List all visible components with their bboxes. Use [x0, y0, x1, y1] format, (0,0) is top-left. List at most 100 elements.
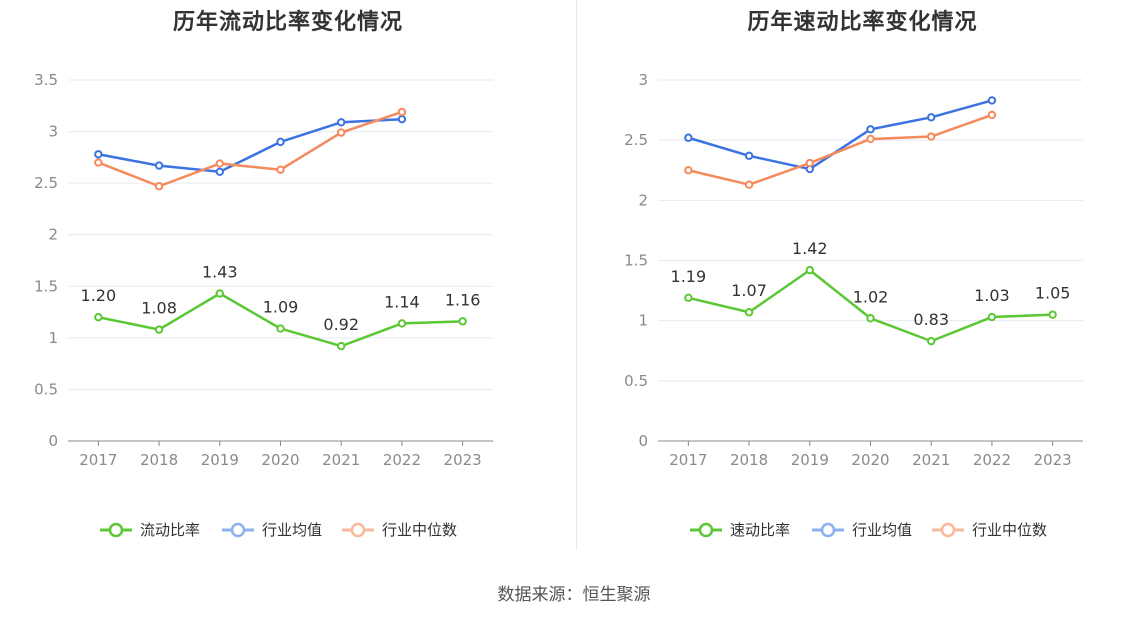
data-point: [94, 313, 103, 322]
data-label: 1.07: [731, 281, 767, 300]
data-label: 1.08: [141, 299, 177, 318]
y-tick-label: 1.5: [624, 252, 648, 270]
data-source: 数据来源：恒生聚源: [497, 585, 651, 605]
data-point: [987, 110, 997, 120]
legend-label: 行业均值: [262, 521, 322, 539]
x-tick-label: 2020: [261, 451, 299, 469]
y-tick-label: 2: [638, 191, 648, 209]
legend-label: 速动比率: [730, 521, 790, 539]
data-point: [458, 317, 467, 326]
data-label: 1.16: [445, 290, 481, 309]
data-point: [744, 180, 754, 189]
y-tick-label: 2.5: [624, 131, 648, 149]
data-point: [215, 289, 224, 298]
data-label: 1.09: [263, 298, 299, 317]
legend-marker: [108, 522, 124, 538]
data-point: [866, 134, 875, 144]
data-point: [744, 151, 754, 161]
data-label: 0.92: [323, 315, 359, 334]
legend-label: 行业中位数: [972, 521, 1047, 539]
data-point: [987, 96, 997, 105]
data-point: [215, 167, 224, 176]
data-point: [94, 158, 103, 167]
x-tick-label: 2023: [444, 451, 482, 469]
series-line: [688, 99, 993, 171]
legend-label: 流动比率: [140, 521, 200, 539]
y-tick-label: 2: [48, 226, 58, 244]
data-point: [397, 114, 407, 124]
y-tick-label: 1.5: [34, 277, 58, 295]
data-label: 1.19: [671, 267, 707, 286]
legend-marker: [698, 522, 714, 538]
x-tick-label: 2019: [201, 451, 239, 469]
data-point: [397, 107, 407, 117]
y-tick-label: 3: [48, 123, 58, 141]
data-point: [94, 150, 103, 159]
legend-marker: [230, 522, 246, 538]
data-point: [927, 113, 936, 122]
data-point: [927, 132, 936, 141]
chart-title: 历年速动比率变化情况: [747, 10, 978, 35]
y-tick-label: 0.5: [624, 372, 648, 390]
data-point: [397, 319, 407, 328]
current-ratio-chart: 0 0.5 1 1.5 2 2.5 3 3.5 2017 2018 2019 2020 2021 2022…: [34, 71, 493, 539]
y-tick-label: 3.5: [34, 71, 58, 89]
data-point: [337, 118, 346, 127]
data-label: 1.05: [1035, 284, 1071, 303]
x-tick-label: 2017: [79, 451, 117, 469]
x-tick-label: 2019: [791, 451, 829, 469]
series-line: [98, 117, 402, 174]
y-tick-label: 3: [638, 71, 648, 89]
legend-marker: [940, 522, 956, 538]
series-line: [688, 113, 993, 186]
x-tick-label: 2022: [383, 451, 421, 469]
x-tick-label: 2021: [322, 451, 360, 469]
x-tick-label: 2018: [730, 451, 768, 469]
chart-title: 历年流动比率变化情况: [172, 10, 403, 35]
data-point: [684, 133, 693, 142]
data-point: [805, 265, 814, 275]
data-label: 1.42: [792, 239, 828, 258]
data-point: [337, 128, 346, 137]
y-tick-label: 1: [638, 312, 648, 330]
series-line: [97, 110, 403, 188]
data-point: [276, 324, 285, 333]
y-tick-label: 1: [48, 329, 58, 347]
x-tick-label: 2017: [669, 451, 707, 469]
data-point: [805, 158, 814, 168]
data-point: [215, 159, 224, 168]
data-label: 1.43: [202, 263, 238, 282]
data-label: 1.03: [974, 286, 1010, 305]
data-point: [866, 125, 875, 134]
legend-label: 行业中位数: [382, 521, 457, 539]
data-point: [744, 308, 754, 317]
y-tick-label: 2.5: [34, 174, 58, 192]
y-tick-label: 0.5: [34, 380, 58, 398]
data-point: [684, 166, 693, 175]
y-tick-label: 0: [638, 432, 648, 450]
data-point: [337, 341, 346, 351]
quick-ratio-chart-panel: 历年速动比率变化情况 0 0.5 1 1.5 2 2.5 3 2017 2018 2019 2020…: [577, 0, 1148, 560]
data-label: 0.83: [913, 310, 949, 329]
x-tick-label: 2022: [973, 451, 1011, 469]
current-ratio-chart-panel: 历年流动比率变化情况 0 0.5 1 1.5 2 2.5 3 3.5 2017 2018 2019 2…: [0, 0, 576, 560]
data-label: 1.20: [81, 286, 117, 305]
panel-divider: [576, 0, 577, 550]
data-point: [154, 182, 164, 191]
data-label: 1.02: [853, 287, 889, 306]
data-point: [1048, 310, 1057, 319]
data-point: [684, 293, 693, 303]
x-tick-label: 2018: [140, 451, 178, 469]
x-tick-label: 2021: [912, 451, 950, 469]
data-point: [987, 312, 997, 322]
legend-marker: [350, 522, 366, 538]
data-label: 1.14: [384, 292, 420, 311]
data-point: [276, 165, 285, 174]
legend-marker: [820, 522, 836, 538]
data-point: [866, 314, 875, 323]
data-point: [276, 137, 285, 147]
legend-label: 行业均值: [852, 521, 912, 539]
y-tick-label: 0: [48, 432, 58, 450]
x-tick-label: 2020: [851, 451, 889, 469]
data-point: [154, 161, 164, 170]
